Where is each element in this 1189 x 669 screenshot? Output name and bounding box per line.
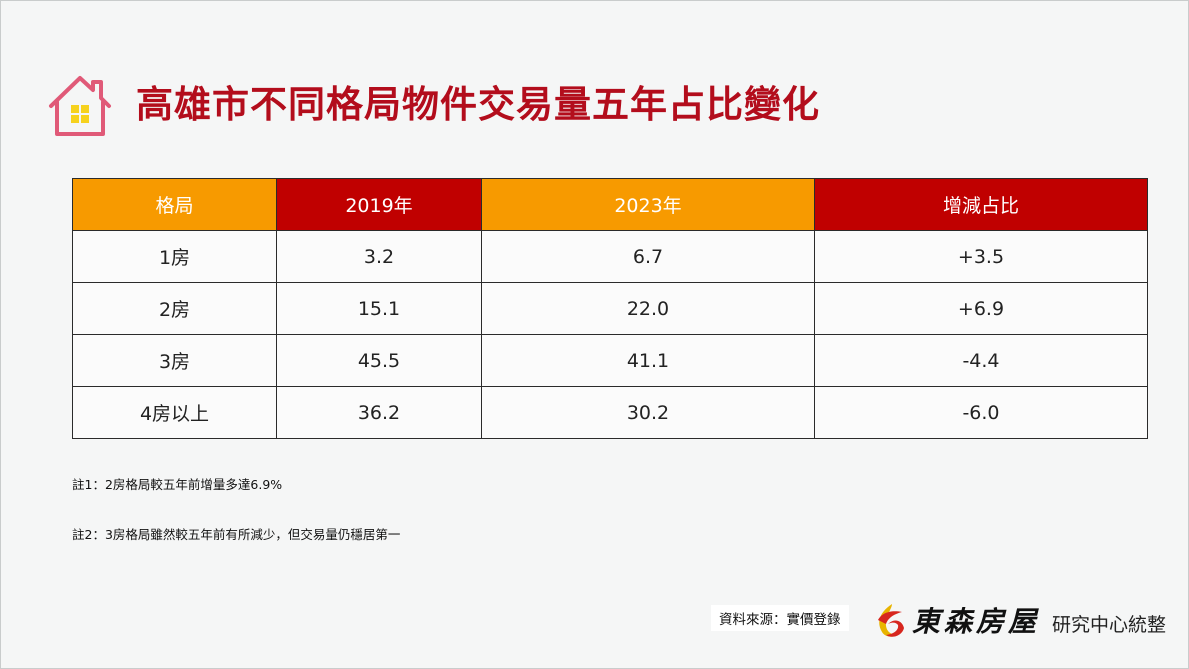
cell-layout: 1房 [72,230,277,283]
header-2019: 2019年 [276,178,482,231]
cell-layout: 3房 [72,334,277,387]
house-icon [49,76,111,136]
note-2: 註2：3房格局雖然較五年前有所減少，但交易量仍穩居第一 [72,527,401,542]
cell-2019: 36.2 [276,386,482,439]
table-row: 3房 45.5 41.1 -4.4 [72,334,1148,387]
cell-2023: 41.1 [481,334,815,387]
brand-logo-icon [878,604,904,637]
cell-change: +6.9 [814,282,1148,335]
brand-name: 東森房屋 [912,605,1041,638]
note-1: 註1：2房格局較五年前增量多達6.9% [72,477,283,492]
page-title: 高雄市不同格局物件交易量五年占比變化 [136,83,820,126]
cell-layout: 4房以上 [72,386,277,439]
cell-2023: 22.0 [481,282,815,335]
cell-change: -6.0 [814,386,1148,439]
cell-2019: 3.2 [276,230,482,283]
cell-2023: 30.2 [481,386,815,439]
header-2023: 2023年 [481,178,815,231]
table-header-row: 格局 2019年 2023年 增減占比 [72,178,1148,231]
cell-change: +3.5 [814,230,1148,283]
data-source: 資料來源：實價登錄 [711,605,849,631]
table-row: 4房以上 36.2 30.2 -6.0 [72,386,1148,439]
header-layout: 格局 [72,178,277,231]
table-row: 2房 15.1 22.0 +6.9 [72,282,1148,335]
cell-2023: 6.7 [481,230,815,283]
table-row: 1房 3.2 6.7 +3.5 [72,230,1148,283]
cell-2019: 15.1 [276,282,482,335]
brand-suffix: 研究中心統整 [1052,614,1167,636]
header-change: 增減占比 [814,178,1148,231]
cell-layout: 2房 [72,282,277,335]
data-table: 格局 2019年 2023年 增減占比 1房 3.2 6.7 +3.5 2房 1… [72,178,1148,439]
cell-2019: 45.5 [276,334,482,387]
cell-change: -4.4 [814,334,1148,387]
